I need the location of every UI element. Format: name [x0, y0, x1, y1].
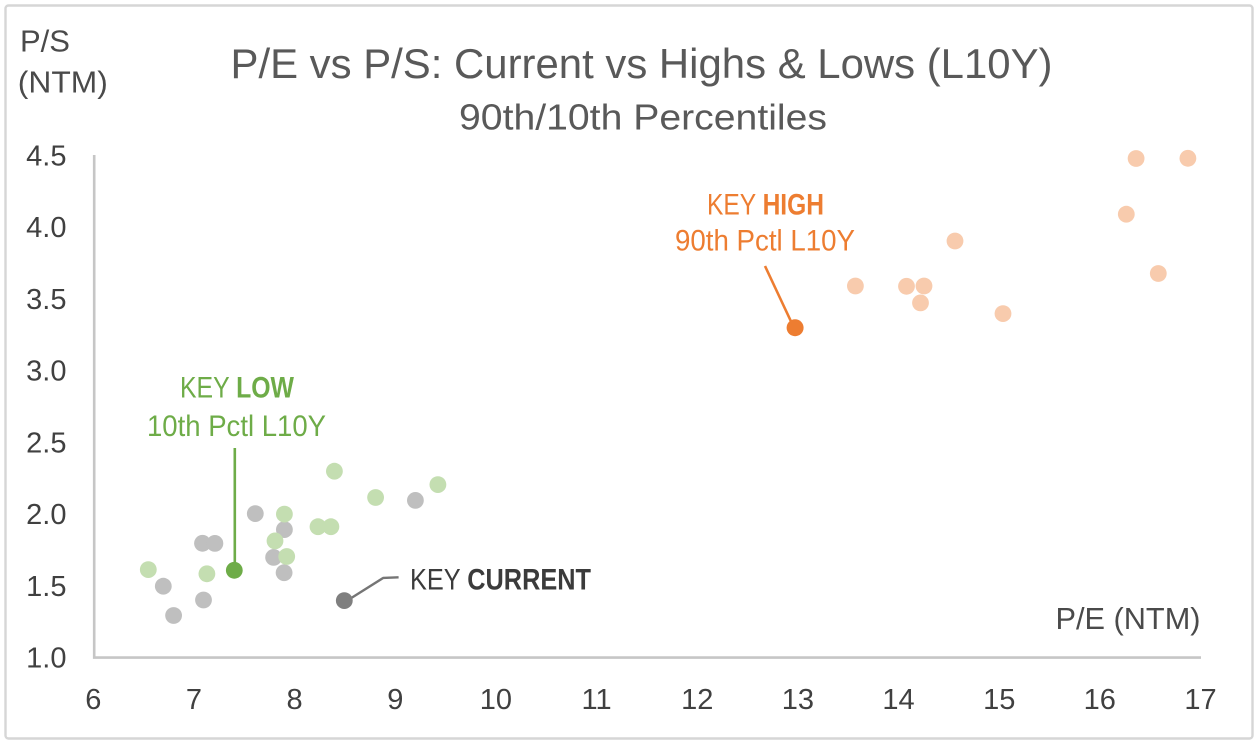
svg-text:10th Pctl L10Y: 10th Pctl L10Y — [147, 410, 326, 443]
svg-text:1.5: 1.5 — [26, 571, 66, 603]
svg-text:(NTM): (NTM) — [18, 65, 108, 100]
svg-text:P/E (NTM): P/E (NTM) — [1056, 601, 1201, 636]
svg-text:90th Pctl L10Y: 90th Pctl L10Y — [675, 225, 855, 258]
svg-text:2.5: 2.5 — [26, 427, 66, 459]
svg-text:3.5: 3.5 — [26, 284, 66, 316]
svg-text:10: 10 — [480, 684, 512, 716]
svg-text:P/E vs P/S: Current vs Highs &: P/E vs P/S: Current vs Highs & Lows (L10… — [231, 40, 1053, 87]
svg-text:14: 14 — [882, 684, 914, 716]
svg-text:17: 17 — [1184, 684, 1216, 716]
svg-text:P/S: P/S — [20, 24, 70, 59]
svg-text:8: 8 — [287, 684, 303, 716]
svg-text:6: 6 — [85, 684, 101, 716]
svg-text:11: 11 — [582, 684, 612, 716]
svg-text:3.0: 3.0 — [26, 356, 66, 388]
svg-text:KEY LOW: KEY LOW — [180, 372, 295, 405]
svg-text:1.0: 1.0 — [26, 643, 66, 675]
svg-text:4.5: 4.5 — [26, 140, 66, 172]
svg-text:90th/10th Percentiles: 90th/10th Percentiles — [459, 97, 827, 138]
svg-text:2.0: 2.0 — [26, 499, 66, 531]
svg-text:13: 13 — [782, 684, 814, 716]
svg-text:7: 7 — [186, 684, 202, 716]
svg-text:15: 15 — [983, 684, 1015, 716]
svg-text:4.0: 4.0 — [26, 212, 66, 244]
svg-text:KEY CURRENT: KEY CURRENT — [410, 563, 591, 596]
svg-text:12: 12 — [681, 684, 713, 716]
svg-text:9: 9 — [387, 684, 403, 716]
svg-text:KEY HIGH: KEY HIGH — [707, 188, 824, 221]
svg-text:16: 16 — [1084, 684, 1116, 716]
